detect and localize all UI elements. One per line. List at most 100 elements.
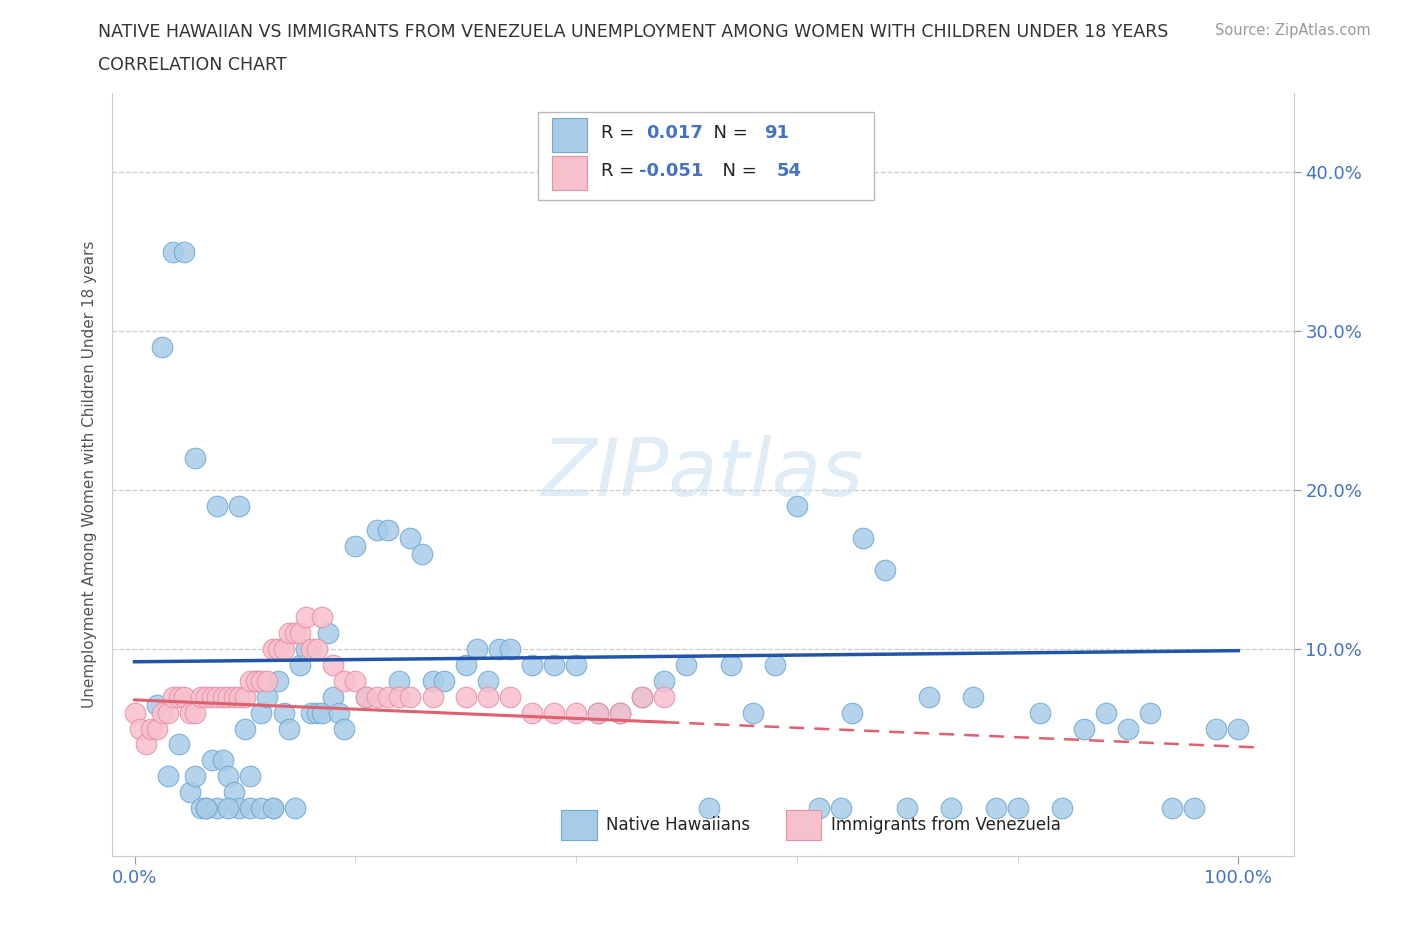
Point [586, 705, 609, 720]
Point [212, 689, 235, 704]
Point [150, 339, 173, 354]
Point [520, 658, 543, 672]
Point [156, 705, 179, 720]
Point [150, 705, 173, 720]
Point [278, 721, 301, 736]
Point [262, 801, 284, 816]
Point [129, 721, 152, 736]
Point [322, 658, 344, 672]
Text: -0.051: -0.051 [640, 162, 703, 179]
Point [207, 689, 229, 704]
Point [941, 801, 963, 816]
Point [294, 610, 316, 625]
Point [631, 689, 654, 704]
Point [328, 705, 350, 720]
Point [465, 642, 488, 657]
Text: NATIVE HAWAIIAN VS IMMIGRANTS FROM VENEZUELA UNEMPLOYMENT AMONG WOMEN WITH CHILD: NATIVE HAWAIIAN VS IMMIGRANTS FROM VENEZ… [98, 23, 1168, 41]
Point [190, 689, 212, 704]
Point [543, 658, 565, 672]
Point [1161, 801, 1184, 816]
Point [195, 689, 218, 704]
Point [499, 689, 522, 704]
Point [256, 673, 278, 688]
Point [1007, 801, 1029, 816]
Point [609, 705, 631, 720]
Point [212, 753, 235, 768]
Point [139, 721, 162, 736]
Point [399, 689, 422, 704]
Point [167, 689, 190, 704]
Point [388, 689, 411, 704]
FancyBboxPatch shape [561, 810, 596, 841]
Point [875, 562, 897, 577]
Point [267, 673, 290, 688]
Point [162, 689, 184, 704]
Point [344, 538, 367, 553]
Point [207, 801, 229, 816]
Point [654, 673, 676, 688]
Text: 54: 54 [776, 162, 801, 179]
Point [228, 689, 250, 704]
Point [162, 245, 184, 259]
Point [201, 753, 224, 768]
FancyBboxPatch shape [786, 810, 821, 841]
Point [1073, 721, 1095, 736]
Point [1182, 801, 1205, 816]
Y-axis label: Unemployment Among Women with Children Under 18 years: Unemployment Among Women with Children U… [82, 241, 97, 708]
Point [1095, 705, 1118, 720]
Point [173, 245, 195, 259]
Point [697, 801, 720, 816]
Point [366, 523, 388, 538]
Point [305, 642, 328, 657]
Point [233, 721, 256, 736]
Point [228, 498, 250, 513]
Point [499, 642, 522, 657]
Point [179, 705, 201, 720]
Point [1205, 721, 1227, 736]
Point [675, 658, 697, 672]
Point [918, 689, 941, 704]
Point [807, 801, 830, 816]
Point [217, 801, 239, 816]
Point [228, 801, 250, 816]
Point [388, 673, 411, 688]
Point [195, 801, 218, 816]
Point [311, 610, 333, 625]
Point [294, 642, 316, 657]
Point [135, 737, 157, 751]
Point [422, 689, 444, 704]
Point [411, 546, 433, 561]
Point [222, 785, 245, 800]
Point [477, 673, 499, 688]
Point [654, 689, 676, 704]
Point [763, 658, 786, 672]
Point [631, 689, 654, 704]
Point [299, 642, 322, 657]
Text: R =: R = [602, 162, 640, 179]
Point [896, 801, 918, 816]
Point [284, 626, 307, 641]
Point [217, 769, 239, 784]
Point [1050, 801, 1073, 816]
Point [262, 801, 284, 816]
Point [256, 689, 278, 704]
Point [250, 705, 273, 720]
Point [786, 498, 808, 513]
Text: CORRELATION CHART: CORRELATION CHART [98, 56, 287, 73]
Point [609, 705, 631, 720]
Point [741, 705, 763, 720]
Point [288, 658, 311, 672]
Point [184, 769, 207, 784]
Point [841, 705, 863, 720]
Point [333, 721, 356, 736]
Point [262, 642, 284, 657]
Point [720, 658, 742, 672]
Point [477, 689, 499, 704]
Point [830, 801, 852, 816]
Point [239, 801, 262, 816]
Point [377, 689, 399, 704]
Point [962, 689, 984, 704]
Point [233, 689, 256, 704]
Point [167, 737, 190, 751]
Text: Native Hawaiians: Native Hawaiians [606, 817, 751, 834]
